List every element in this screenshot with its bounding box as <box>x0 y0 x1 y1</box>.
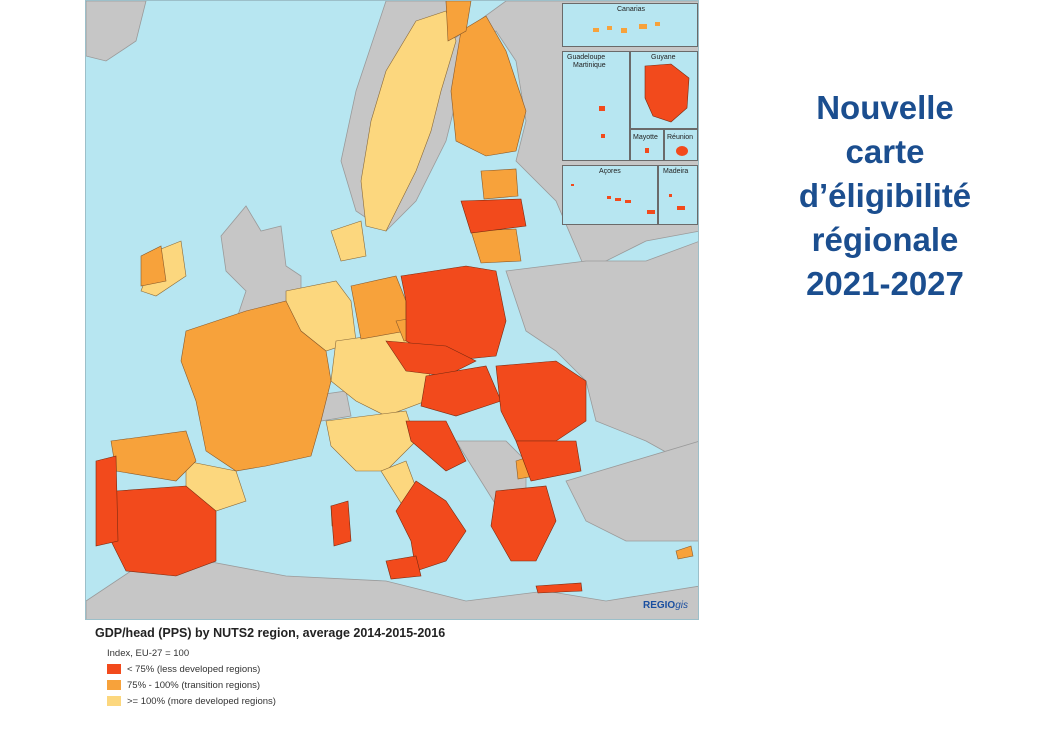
region-hungary-croatia <box>420 365 502 417</box>
region-greece <box>490 485 557 562</box>
inset-label-guadeloupe: Guadeloupe <box>567 54 606 61</box>
eligibility-map: Canarias Guadeloupe Martinique Guyane Ma… <box>85 0 699 620</box>
inset-acores: Açores <box>562 165 658 225</box>
inset-reunion: Réunion <box>664 129 698 161</box>
region-northern-italy <box>325 410 417 472</box>
acores-islands <box>571 184 655 214</box>
region-latvia <box>460 198 527 234</box>
guyane-shape <box>644 63 690 123</box>
inset-label-acores: Açores <box>599 168 621 175</box>
region-eastern-europe <box>505 241 698 471</box>
canarias-islands <box>593 22 660 33</box>
title-line: régionale <box>811 221 959 258</box>
inset-label-reunion: Réunion <box>667 134 694 141</box>
inset-guyane: Guyane <box>630 51 698 129</box>
region-germany-east <box>350 275 407 340</box>
reunion-shape <box>676 146 688 156</box>
region-spain-south <box>110 485 217 577</box>
legend-label: >= 100% (more developed regions) <box>127 695 276 707</box>
inset-canarias: Canarias <box>562 3 698 47</box>
inset-label-mayotte: Mayotte <box>633 134 658 141</box>
legend-item-less-developed: < 75% (less developed regions) <box>107 663 695 675</box>
region-greenland-edge <box>86 1 147 62</box>
madeira-islands <box>669 194 685 210</box>
region-croatia-coast <box>405 420 467 472</box>
region-portugal <box>95 455 119 547</box>
inset-madeira: Madeira <box>658 165 698 225</box>
inset-label-martinique: Martinique <box>573 62 606 69</box>
region-cyprus <box>675 545 694 560</box>
region-romania <box>495 360 587 442</box>
antilles-islands <box>599 106 605 138</box>
title-line: carte <box>845 133 925 170</box>
title-line: d’éligibilité <box>798 177 972 214</box>
region-poland <box>400 265 507 362</box>
region-crete <box>535 582 583 594</box>
title-line: 2021-2027 <box>806 265 964 302</box>
region-france <box>180 300 332 472</box>
region-sicily <box>385 555 422 580</box>
region-lithuania <box>470 228 522 264</box>
region-estonia <box>480 168 519 200</box>
region-sardinia <box>330 500 352 547</box>
page-title: Nouvelle carte d’éligibilité régionale 2… <box>760 86 1010 306</box>
legend-label: 75% - 100% (transition regions) <box>127 679 261 691</box>
inset-mayotte: Mayotte <box>630 129 664 161</box>
legend-swatch <box>107 664 121 674</box>
title-line: Nouvelle <box>816 89 954 126</box>
legend-swatch <box>107 696 121 706</box>
region-bulgaria <box>515 440 582 482</box>
map-legend: GDP/head (PPS) by NUTS2 region, average … <box>95 626 695 707</box>
region-czechia-slovakia <box>385 340 477 377</box>
region-spain-north <box>110 430 197 482</box>
legend-item-transition: 75% - 100% (transition regions) <box>107 679 695 691</box>
region-denmark <box>330 220 367 262</box>
region-turkey <box>565 441 698 542</box>
inset-antilles: Guadeloupe Martinique <box>562 51 630 161</box>
mayotte-shape <box>645 148 649 153</box>
legend-title: GDP/head (PPS) by NUTS2 region, average … <box>95 626 446 640</box>
inset-label-guyane: Guyane <box>651 54 676 61</box>
regiogis-logo: REGIOgis <box>642 600 688 611</box>
legend-swatch <box>107 680 121 690</box>
inset-label-madeira: Madeira <box>663 168 689 175</box>
region-ireland-west <box>140 245 167 287</box>
legend-item-more-developed: >= 100% (more developed regions) <box>107 695 695 707</box>
legend-label: < 75% (less developed regions) <box>127 663 261 675</box>
region-southern-italy <box>395 480 467 572</box>
region-norway-north <box>445 1 472 42</box>
region-finland <box>450 15 527 157</box>
legend-subtitle: Index, EU-27 = 100 <box>107 648 190 659</box>
inset-label-canarias: Canarias <box>617 6 646 13</box>
